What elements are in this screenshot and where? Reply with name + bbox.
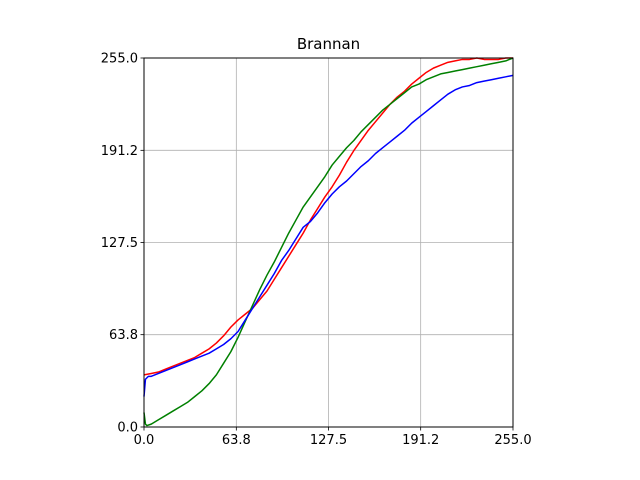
y-tick-label: 255.0 [101,52,138,67]
y-tick-label: 127.5 [101,236,138,251]
x-tick-label: 0.0 [134,433,155,448]
x-tick-label: 63.8 [222,433,251,448]
y-tick-label: 63.8 [109,328,138,343]
x-tick-label: 127.5 [310,433,347,448]
chart-title: Brannan [297,35,360,53]
red-channel-line [143,57,513,376]
x-tick-label: 255.0 [494,433,531,448]
grid-lines [143,57,514,428]
x-tick-label: 191.2 [402,433,439,448]
plot-series [143,57,514,427]
axis-ticks: 0.0 63.8 127.5 191.2 255.0 0.0 63.8 127.5 191.2 2… [101,52,532,449]
blue-channel-line [143,74,514,397]
y-tick-label: 191.2 [101,144,138,159]
y-tick-label: 0.0 [117,421,138,436]
green-channel-line [143,57,514,427]
